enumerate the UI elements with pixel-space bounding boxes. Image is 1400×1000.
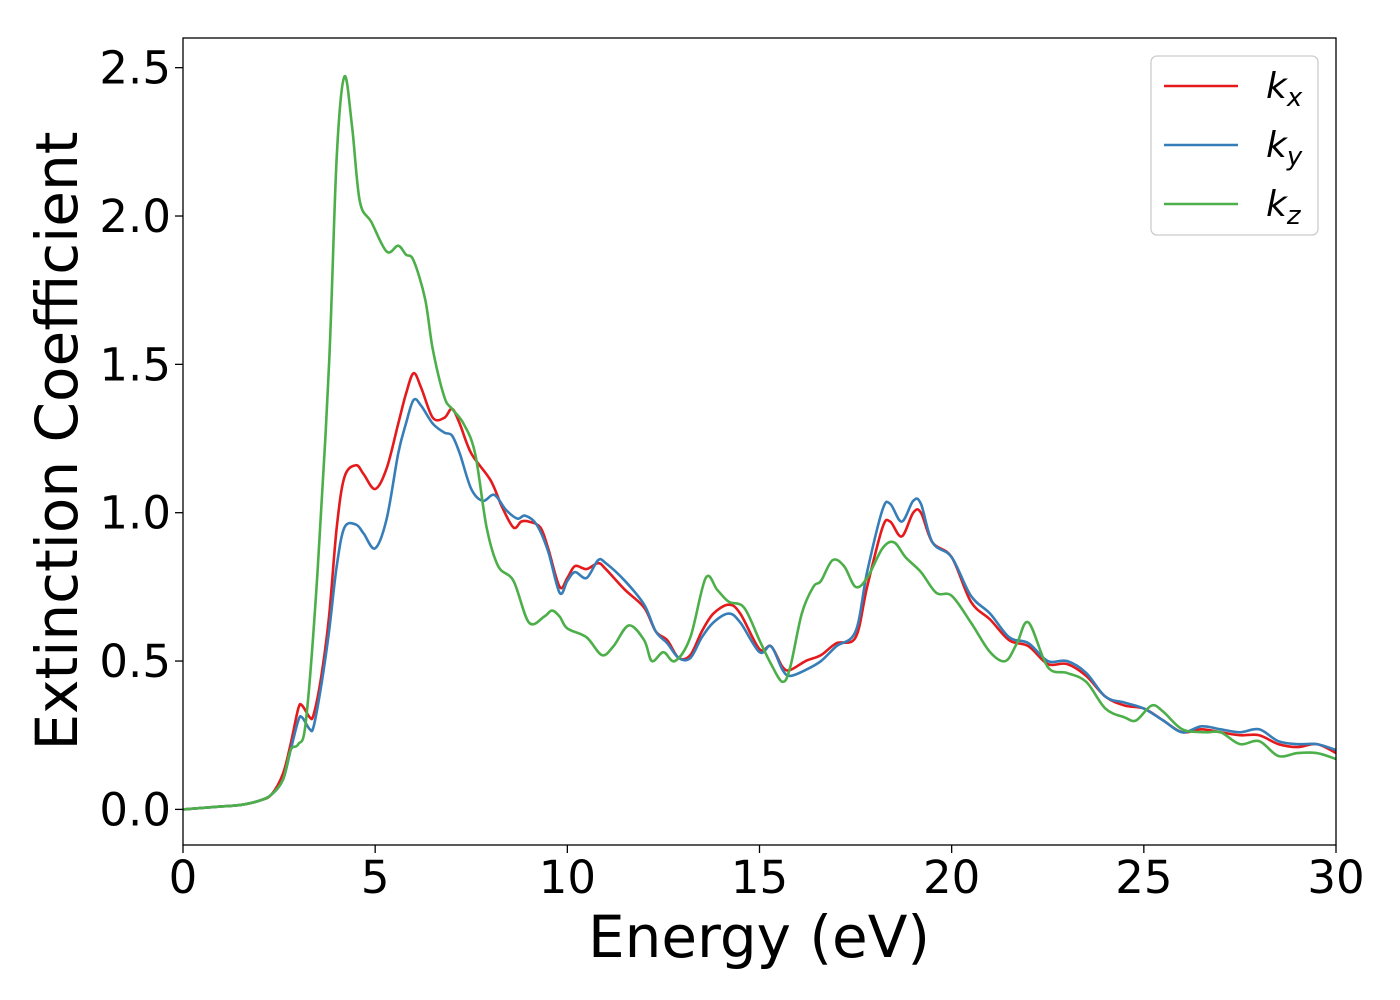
series-layer — [183, 75, 1336, 811]
series-line-k-z — [183, 75, 1336, 811]
legend-label: kx — [1266, 66, 1303, 113]
x-axis: 0 5 10 15 20 25 30 — [169, 845, 1365, 904]
y-tick-label: 1.0 — [99, 487, 171, 540]
legend-label-base: k — [1266, 66, 1289, 107]
y-tick-label: 1.5 — [99, 338, 171, 391]
y-tick-label: 2.5 — [99, 42, 171, 95]
y-tick-label: 0.0 — [99, 783, 171, 836]
legend-label-subscript: z — [1286, 201, 1302, 231]
x-tick-label: 0 — [169, 851, 198, 904]
y-tick-label: 2.0 — [99, 190, 171, 243]
series-line-k-y — [183, 397, 1336, 811]
plot-area — [183, 38, 1336, 845]
x-tick-label: 25 — [1115, 851, 1172, 904]
x-axis-label: Energy (eV) — [588, 903, 930, 971]
legend-label-base: k — [1266, 125, 1289, 166]
x-tick-label: 20 — [923, 851, 980, 904]
y-axis-label: Extinction Coefficient — [23, 132, 91, 751]
y-tick-label: 0.5 — [99, 635, 171, 688]
x-tick-label: 10 — [539, 851, 596, 904]
y-axis: 0.0 0.5 1.0 1.5 2.0 2.5 — [99, 42, 183, 836]
legend-label: kz — [1266, 184, 1302, 231]
legend-label: ky — [1266, 125, 1303, 172]
legend-label-base: k — [1266, 184, 1289, 225]
x-tick-label: 30 — [1307, 851, 1364, 904]
legend-label-subscript: y — [1286, 142, 1303, 172]
x-tick-label: 5 — [361, 851, 390, 904]
x-tick-label: 15 — [731, 851, 788, 904]
legend-label-subscript: x — [1286, 83, 1303, 113]
